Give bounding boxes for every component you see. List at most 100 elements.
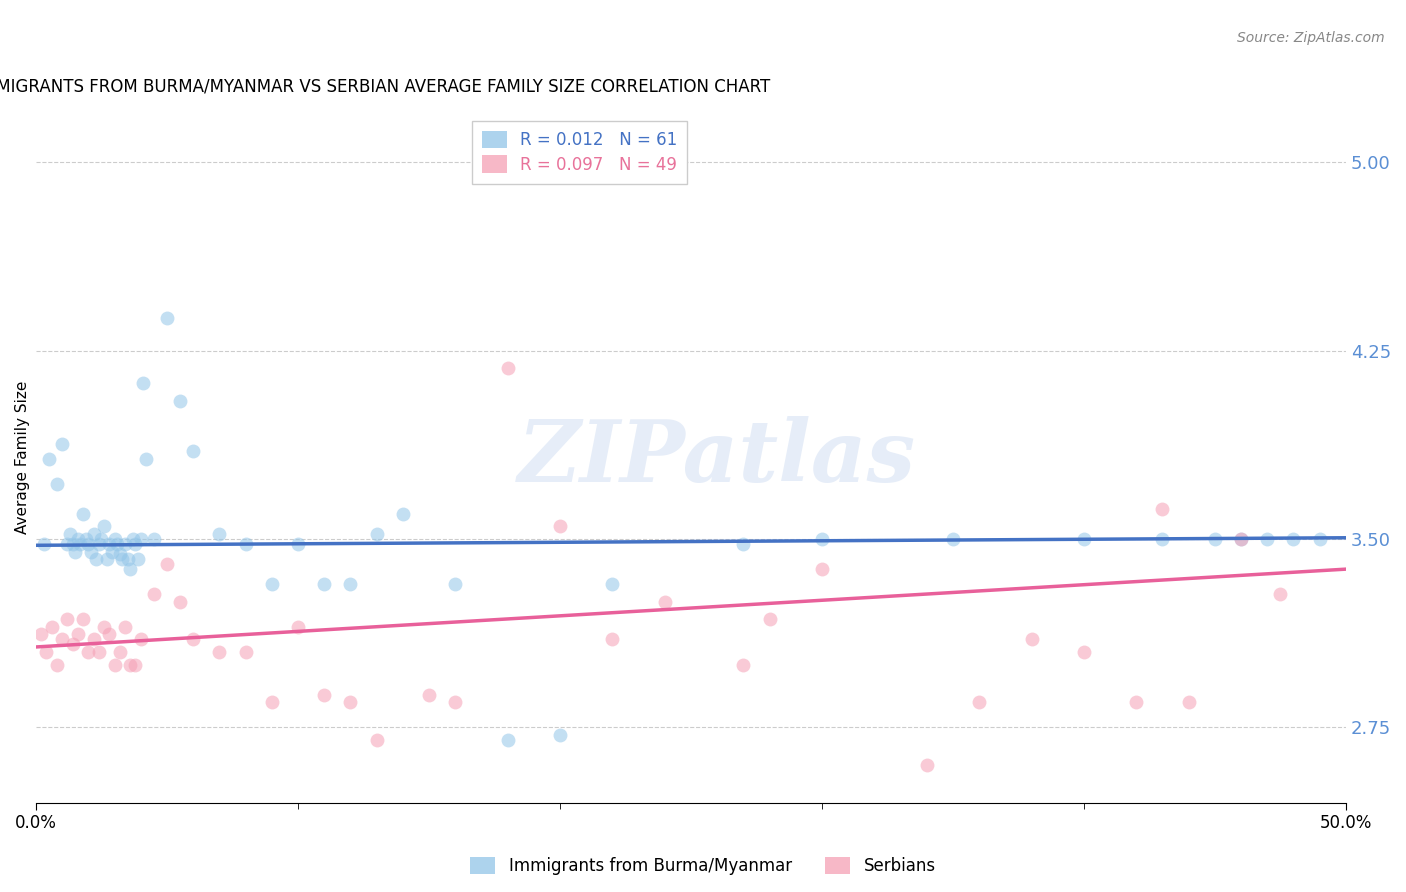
Point	[41, 620, 63, 634]
Point	[96, 552, 118, 566]
Point	[105, 537, 128, 551]
Point	[51, 632, 73, 647]
Point	[56, 537, 79, 551]
Text: Source: ZipAtlas.com: Source: ZipAtlas.com	[1237, 31, 1385, 45]
Point	[366, 732, 388, 747]
Text: IMMIGRANTS FROM BURMA/MYANMAR VS SERBIAN AVERAGE FAMILY SIZE CORRELATION CHART: IMMIGRANTS FROM BURMA/MYANMAR VS SERBIAN…	[0, 78, 770, 95]
Point	[654, 595, 676, 609]
Point	[98, 537, 121, 551]
Point	[93, 620, 115, 634]
Point	[1073, 645, 1095, 659]
Point	[1204, 532, 1226, 546]
Point	[142, 532, 165, 546]
Point	[90, 532, 112, 546]
Point	[72, 507, 94, 521]
Point	[83, 527, 105, 541]
Point	[181, 632, 204, 647]
Point	[120, 657, 142, 672]
Point	[129, 632, 152, 647]
Point	[156, 311, 179, 326]
Point	[391, 507, 413, 521]
Point	[1021, 632, 1043, 647]
Point	[38, 451, 60, 466]
Point	[287, 537, 309, 551]
Point	[135, 451, 157, 466]
Point	[444, 695, 467, 709]
Point	[169, 595, 191, 609]
Point	[103, 657, 125, 672]
Point	[114, 537, 136, 551]
Point	[1152, 502, 1174, 516]
Point	[108, 645, 131, 659]
Point	[129, 532, 152, 546]
Point	[80, 544, 103, 558]
Point	[98, 627, 121, 641]
Point	[1256, 532, 1278, 546]
Point	[93, 519, 115, 533]
Point	[108, 547, 131, 561]
Point	[77, 537, 100, 551]
Point	[444, 577, 467, 591]
Point	[235, 645, 257, 659]
Point	[169, 393, 191, 408]
Point	[548, 519, 571, 533]
Point	[1152, 532, 1174, 546]
Point	[418, 688, 440, 702]
Point	[967, 695, 990, 709]
Point	[314, 688, 336, 702]
Point	[101, 544, 124, 558]
Point	[496, 732, 519, 747]
Point	[32, 537, 55, 551]
Point	[84, 552, 107, 566]
Legend: Immigrants from Burma/Myanmar, Serbians: Immigrants from Burma/Myanmar, Serbians	[463, 849, 943, 884]
Point	[915, 758, 938, 772]
Point	[548, 728, 571, 742]
Point	[142, 587, 165, 601]
Point	[56, 612, 79, 626]
Point	[124, 537, 146, 551]
Point	[65, 544, 87, 558]
Point	[1230, 532, 1253, 546]
Point	[942, 532, 965, 546]
Point	[45, 657, 67, 672]
Point	[1073, 532, 1095, 546]
Point	[103, 532, 125, 546]
Point	[66, 532, 89, 546]
Point	[45, 476, 67, 491]
Point	[87, 537, 110, 551]
Point	[811, 562, 834, 576]
Point	[127, 552, 149, 566]
Point	[120, 562, 142, 576]
Point	[366, 527, 388, 541]
Text: ZIPatlas: ZIPatlas	[517, 416, 917, 500]
Point	[602, 632, 624, 647]
Point	[208, 645, 231, 659]
Point	[260, 695, 283, 709]
Point	[260, 577, 283, 591]
Point	[132, 376, 155, 391]
Point	[1230, 532, 1253, 546]
Point	[117, 552, 139, 566]
Point	[69, 537, 91, 551]
Point	[30, 627, 52, 641]
Point	[602, 577, 624, 591]
Point	[51, 436, 73, 450]
Point	[181, 444, 204, 458]
Point	[733, 657, 755, 672]
Point	[1177, 695, 1199, 709]
Point	[733, 537, 755, 551]
Point	[87, 645, 110, 659]
Point	[1309, 532, 1331, 546]
Point	[62, 537, 84, 551]
Point	[1270, 587, 1292, 601]
Point	[59, 527, 82, 541]
Point	[66, 627, 89, 641]
Point	[811, 532, 834, 546]
Point	[111, 552, 134, 566]
Point	[287, 620, 309, 634]
Point	[208, 527, 231, 541]
Point	[83, 632, 105, 647]
Point	[496, 361, 519, 376]
Point	[77, 645, 100, 659]
Legend: R = 0.012   N = 61, R = 0.097   N = 49: R = 0.012 N = 61, R = 0.097 N = 49	[472, 120, 688, 184]
